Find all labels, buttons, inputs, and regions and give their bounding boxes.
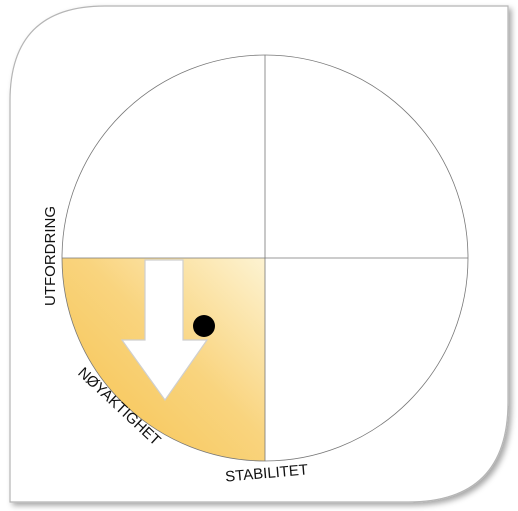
label-left: UTFORDRING: [42, 206, 59, 306]
position-dot: [193, 315, 215, 337]
down-arrow: [120, 259, 209, 402]
